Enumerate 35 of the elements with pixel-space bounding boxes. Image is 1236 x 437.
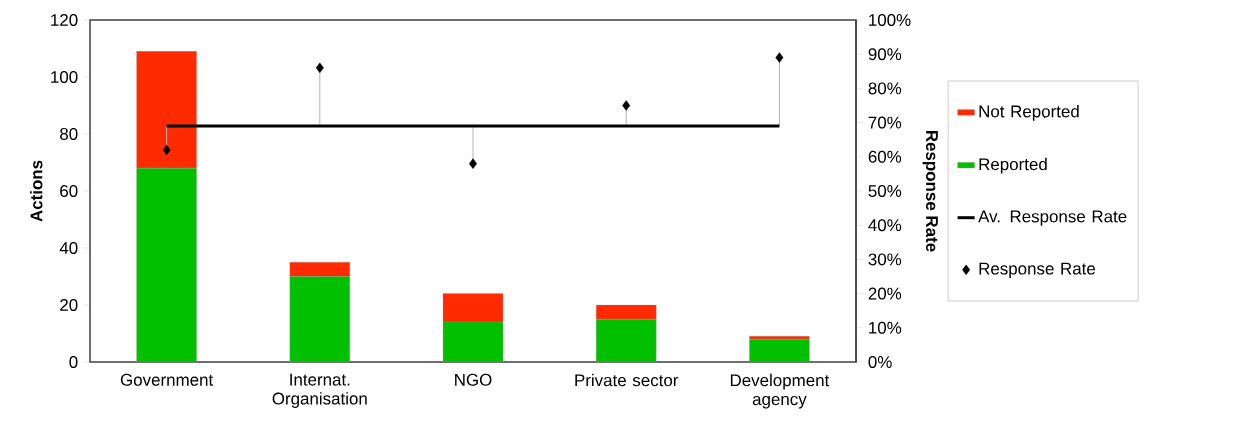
- point: [315, 62, 324, 74]
- point: [469, 158, 477, 169]
- legend-label: Reported: [979, 157, 1047, 174]
- y-tick-label: 120: [51, 13, 78, 26]
- legend-label: Av. Response Rate: [978, 210, 1127, 226]
- y2-tick-label: 70%: [868, 116, 902, 129]
- y-tick-label: 80: [60, 127, 78, 140]
- y2-tick-label: 100%: [869, 13, 911, 26]
- y2-tick-label: 50%: [868, 184, 902, 197]
- legend-label: Response Rate: [979, 262, 1096, 278]
- y2-tick-label: 40%: [868, 219, 902, 232]
- y2-tick-label: 30%: [868, 253, 902, 266]
- y2-tick-label: 80%: [868, 82, 902, 95]
- bar: [749, 339, 810, 363]
- x-tick-label: Internat. Organisation: [272, 373, 367, 408]
- x-tick-label: NGO: [455, 373, 492, 386]
- y2-tick-label: 90%: [868, 48, 902, 61]
- point: [775, 52, 784, 63]
- x-tick-label: Development agency: [730, 373, 830, 409]
- y-tick-label: 0: [69, 355, 78, 368]
- y-tick-label: 20: [60, 298, 78, 311]
- y2-tick-label: 0%: [868, 355, 892, 368]
- y2-tick-label: 20%: [868, 287, 902, 300]
- x-tick-label: Government: [120, 373, 214, 386]
- y2-tick-label: 10%: [869, 321, 902, 334]
- point: [162, 144, 171, 156]
- y-tick-label: 40: [59, 241, 78, 254]
- y2-axis-title: Response Rate: [922, 130, 938, 252]
- x-tick-label: Private sector: [575, 373, 679, 387]
- y-tick-label: 60: [60, 184, 78, 197]
- y2-tick-label: 60%: [868, 150, 902, 163]
- y-tick-label: 100: [51, 70, 78, 83]
- legend-label: Not Reported: [979, 105, 1079, 121]
- point: [622, 100, 631, 111]
- y-axis-title: Actions: [29, 160, 43, 222]
